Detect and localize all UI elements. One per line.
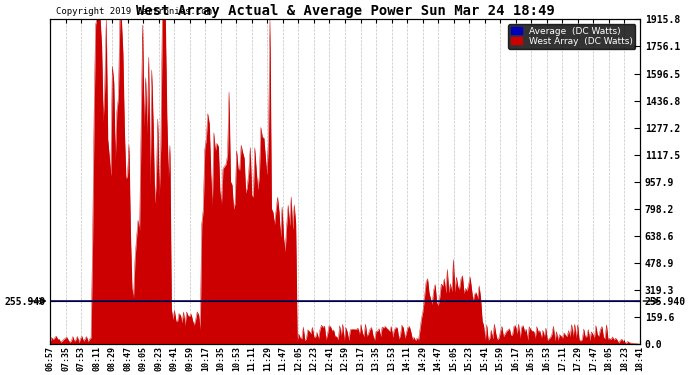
Text: Copyright 2019 Cartronics.com: Copyright 2019 Cartronics.com [56, 7, 212, 16]
Legend: Average  (DC Watts), West Array  (DC Watts): Average (DC Watts), West Array (DC Watts… [508, 24, 635, 49]
Title: West Array Actual & Average Power Sun Mar 24 18:49: West Array Actual & Average Power Sun Ma… [136, 4, 554, 18]
